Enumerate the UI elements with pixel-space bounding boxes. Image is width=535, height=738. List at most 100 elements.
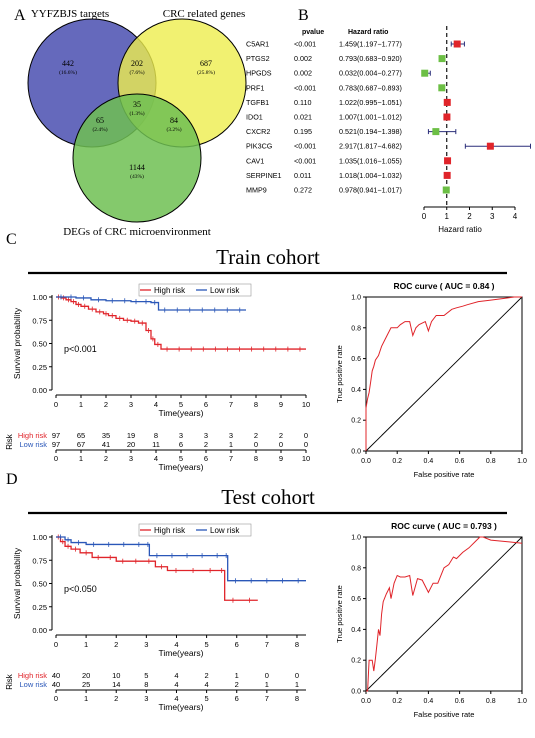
km-x-tick-label: 5 [205,640,209,649]
km-y-tick-label: 1.00 [32,293,47,302]
risk-x-tick-label: 0 [54,454,58,463]
forest-plot: pvalue Hazard ratio C5AR1 <0.001 1.459(1.197… [246,26,532,234]
risk-x-tick-label: 1 [79,454,83,463]
risk-cell: 11 [152,440,160,449]
legend-low-risk: Low risk [210,526,240,535]
km-y-label: Survival probability [12,307,22,379]
venn-label-degs: DEGs of CRC microenvironment [63,226,211,238]
venn-diagram: YYFZBJS targets CRC related genes DEGs of … [27,8,247,238]
forest-hr-text-ptgs2: 0.793(0.683−0.920) [339,54,402,63]
risk-table-label: Risk [5,673,14,690]
roc-y-label: True positive rate [335,345,344,403]
km-x-tick-label: 6 [204,400,208,409]
risk-x-tick-label: 8 [295,694,299,703]
legend-box [138,523,252,537]
risk-row-name-high: High risk [18,671,47,680]
km-x-label: Time(years) [158,408,203,418]
roc-y-tick-label: 0.0 [351,449,361,456]
km-x-tick-label: 6 [235,640,239,649]
risk-cell: 25 [82,680,90,689]
venn-count-ab: 202 [131,59,143,68]
forest-point-serpine1 [443,171,451,179]
roc-x-tick-label: 0.6 [455,458,465,465]
forest-point-tgfb1 [443,98,451,106]
roc-frame [365,536,523,692]
risk-x-tick-label: 10 [302,454,310,463]
risk-cell: 5 [144,671,148,680]
roc-y-tick-label: 0.4 [351,627,361,634]
risk-cell: 10 [112,671,120,680]
risk-cell: 4 [174,680,178,689]
forest-point-hpgds [421,69,429,77]
venn-label-yyfzbjs: YYFZBJS targets [31,8,109,20]
km-legend: High risk Low risk [138,283,252,297]
risk-cell: 8 [154,431,158,440]
forest-point-pik3cg [486,142,494,150]
roc-x-tick-label: 0.0 [361,698,371,705]
risk-x-tick-label: 4 [154,454,158,463]
km-y-tick-label: 0.00 [32,626,47,635]
km-x-tick-label: 7 [229,400,233,409]
roc-y-tick-label: 0.6 [351,356,361,363]
forest-pvalue-prf1: <0.001 [294,83,316,92]
risk-x-tick-label: 2 [104,454,108,463]
km-x-tick-label: 8 [254,400,258,409]
risk-cell: 1 [295,680,299,689]
roc-x-tick-label: 0.2 [392,698,402,705]
panel-label-a: A [14,7,26,24]
risk-cell: 0 [254,440,258,449]
risk-cell: 2 [205,671,209,680]
forest-gene-ptgs2: PTGS2 [246,54,270,63]
risk-cell: 20 [127,440,135,449]
km-y-tick-label: 0.25 [32,603,47,612]
forest-x-tick-label: 2 [467,212,472,221]
risk-x-tick-label: 9 [279,454,283,463]
forest-point-cxcr2 [432,128,440,136]
panel-label-c: C [6,231,17,248]
risk-table-label: Risk [5,433,14,450]
km-y-tick-label: 0.50 [32,340,47,349]
risk-x-tick-label: 7 [265,694,269,703]
km-y-tick-label: 0.50 [32,580,47,589]
risk-cell: 2 [279,431,283,440]
forest-pvalue-cxcr2: 0.195 [294,127,312,136]
venn-pct-ac: (2.4%) [92,126,107,133]
forest-pvalue-cav1: <0.001 [294,156,316,165]
venn-pct-c_only: (43%) [130,173,144,180]
roc-x-tick-label: 0.4 [424,458,434,465]
roc-x-tick-label: 1.0 [517,698,527,705]
risk-x-tick-label: 5 [205,694,209,703]
risk-cell: 2 [235,680,239,689]
roc-title: ROC curve ( AUC = 0.793 ) [391,521,497,531]
legend-low-risk: Low risk [210,286,240,295]
risk-cell: 1 [265,680,269,689]
risk-x-label: Time(years) [158,462,203,472]
km-x-tick-label: 9 [279,400,283,409]
risk-x-tick-label: 6 [235,694,239,703]
forest-point-ptgs2 [438,55,446,63]
forest-pvalue-ptgs2: 0.002 [294,54,312,63]
km-x-tick-label: 0 [54,640,58,649]
forest-gene-c5ar1: C5AR1 [246,40,269,49]
venn-set-degs [72,93,202,223]
forest-pvalue-tgfb1: 0.110 [294,98,311,107]
roc-curve [365,296,522,451]
risk-cell: 40 [52,671,60,680]
roc-y-tick-label: 0.6 [351,596,361,603]
risk-cell: 20 [82,671,90,680]
forest-x-label: Hazard ratio [438,225,482,234]
km-y-tick-label: 0.00 [32,386,47,395]
risk-x-tick-label: 5 [179,454,183,463]
forest-hr-text-cav1: 1.035(1.016−1.055) [339,156,402,165]
roc-title: ROC curve ( AUC = 0.84 ) [393,281,494,291]
risk-x-tick-label: 7 [229,454,233,463]
risk-x-tick-label: 6 [204,454,208,463]
risk-cell: 0 [279,440,283,449]
risk-row-name-low: Low risk [19,440,47,449]
risk-x-tick-label: 8 [254,454,258,463]
risk-cell: 65 [77,431,85,440]
roc-x-tick-label: 0.8 [486,458,496,465]
risk-cell: 2 [254,431,258,440]
